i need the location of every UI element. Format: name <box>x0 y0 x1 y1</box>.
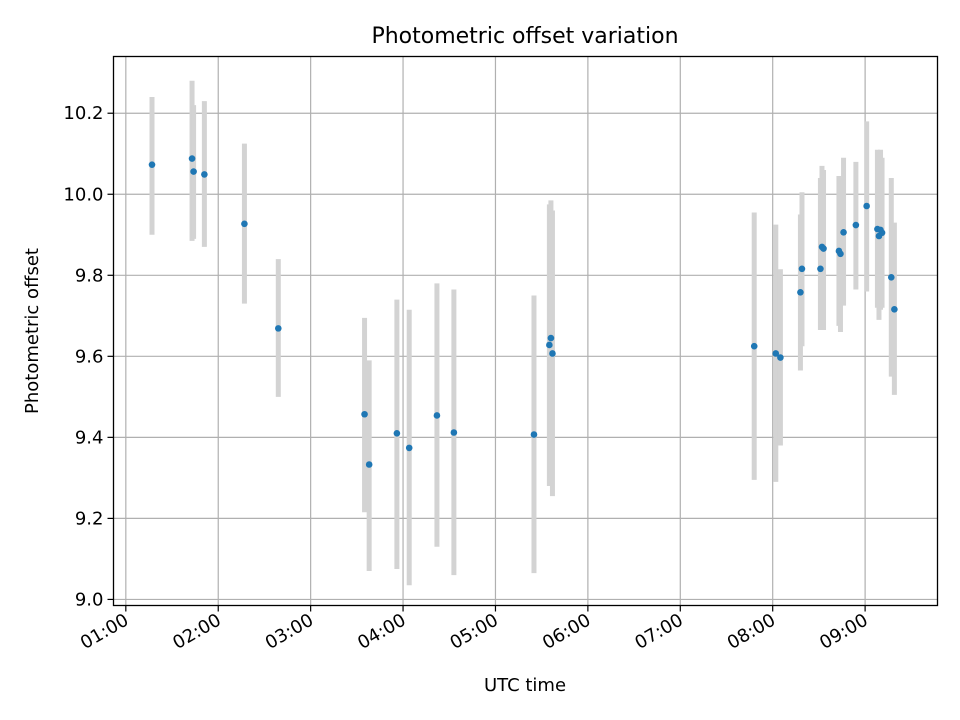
data-point <box>546 341 553 349</box>
chart-title: Photometric offset variation <box>371 24 678 49</box>
data-point <box>820 245 827 252</box>
error-bars <box>149 80 897 586</box>
y-tick-label: 9.2 <box>75 508 104 529</box>
data-point <box>241 220 248 228</box>
y-tick-label: 9.8 <box>75 265 104 286</box>
y-tick-label: 9.6 <box>75 346 104 367</box>
data-point <box>450 429 458 436</box>
data-point <box>393 430 401 437</box>
data-point <box>190 168 197 175</box>
x-tick-label: 04:00 <box>354 610 409 654</box>
data-point <box>797 289 804 296</box>
x-tick-label: 06:00 <box>539 610 594 654</box>
x-tick-label: 03:00 <box>262 610 317 654</box>
y-tick-label: 10.0 <box>63 184 103 205</box>
data-point <box>148 161 156 168</box>
data-point <box>852 221 860 229</box>
data-point <box>275 325 282 332</box>
x-tick-label: 08:00 <box>724 610 779 654</box>
data-point <box>201 171 208 178</box>
data-points <box>148 155 898 468</box>
grid <box>113 56 938 606</box>
x-tick-label: 07:00 <box>631 610 686 654</box>
data-point <box>750 342 758 350</box>
x-axis-ticks: 01:00 02:00 03:00 04:00 05:00 06:00 07:00 08:00… <box>77 605 872 654</box>
x-tick-label: 01:00 <box>77 610 132 654</box>
y-axis-label: Photometric offset <box>22 248 43 414</box>
data-point <box>530 431 538 438</box>
x-axis-label: UTC time <box>484 675 566 696</box>
y-tick-label: 10.2 <box>63 103 103 124</box>
data-point <box>365 461 373 468</box>
y-axis-ticks: 9.0 9.2 9.4 9.6 9.8 10.0 10.2 <box>63 103 114 610</box>
x-tick-label: 09:00 <box>816 610 871 654</box>
data-point <box>878 229 886 237</box>
data-point <box>837 250 844 258</box>
x-tick-label: 05:00 <box>447 610 502 654</box>
data-point <box>817 265 824 273</box>
data-point <box>798 265 806 273</box>
data-point <box>840 229 847 236</box>
y-tick-label: 9.0 <box>75 589 104 610</box>
data-point <box>772 350 780 357</box>
data-point <box>547 334 555 342</box>
data-point <box>188 155 196 162</box>
x-tick-label: 02:00 <box>169 610 224 654</box>
data-point <box>777 354 784 361</box>
data-point <box>887 274 895 281</box>
data-point <box>405 444 413 452</box>
data-point <box>433 412 441 419</box>
data-point <box>549 350 556 357</box>
data-point <box>891 306 898 313</box>
y-tick-label: 9.4 <box>75 427 104 448</box>
plot-frame <box>112 55 939 607</box>
data-point <box>361 410 368 418</box>
data-point <box>863 202 870 210</box>
